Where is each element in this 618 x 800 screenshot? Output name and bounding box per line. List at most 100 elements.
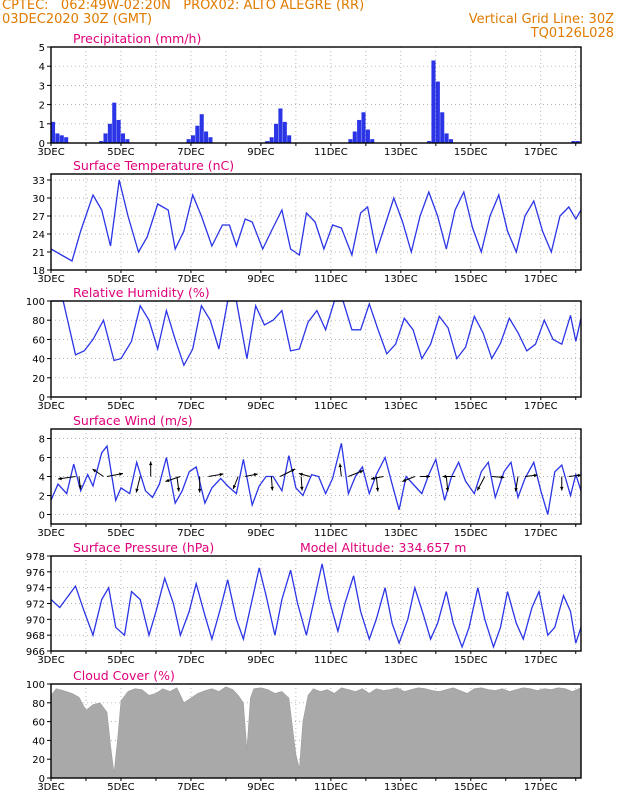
wind-arrow-head <box>135 488 139 493</box>
y-tick-label: 33 <box>32 176 45 187</box>
precip-bar <box>571 141 576 143</box>
wind-arrow-head <box>119 472 123 476</box>
precip-bar <box>348 139 353 143</box>
y-tick-label: 0 <box>39 774 45 785</box>
y-tick-label: 100 <box>26 297 45 308</box>
wind-arrow-head <box>445 487 450 492</box>
x-tick-label: 17DEC <box>524 147 558 158</box>
x-tick-label: 13DEC <box>384 147 418 158</box>
wind-arrow-head <box>270 486 274 491</box>
x-tick-label: 11DEC <box>314 274 348 285</box>
y-tick-label: 40 <box>32 736 45 747</box>
precip-bar <box>125 139 130 143</box>
wind-arrow-head <box>442 474 447 479</box>
wind-arrow-head <box>219 472 224 477</box>
wind-arrow-head <box>176 487 181 492</box>
x-tick-label: 15DEC <box>454 528 488 539</box>
y-tick-label: 972 <box>26 600 45 611</box>
precip-bar <box>103 133 108 143</box>
wind-arrow-head <box>232 485 237 489</box>
grid-line-note: Vertical Grid Line: 30Z <box>468 12 614 27</box>
wind-arrow-head <box>197 488 202 493</box>
wind-arrow-head <box>533 473 538 478</box>
wind-arrow-head <box>375 487 380 492</box>
wind-arrow-head <box>338 463 342 468</box>
wind-series-line <box>50 443 582 515</box>
y-tick-label: 0 <box>39 139 45 150</box>
y-tick-label: 20 <box>32 755 45 766</box>
wind-arrow-head <box>165 478 170 482</box>
y-tick-label: 18 <box>32 266 45 277</box>
cloud-cover-area <box>50 686 582 779</box>
y-tick-label: 27 <box>32 212 45 223</box>
x-tick-label: 15DEC <box>454 655 488 666</box>
x-tick-label: 9DEC <box>247 401 274 412</box>
x-tick-label: 17DEC <box>524 655 558 666</box>
precip-bar <box>265 141 270 143</box>
precip-bar <box>112 102 117 143</box>
wind-arrow-head <box>300 486 304 491</box>
x-tick-label: 9DEC <box>247 782 274 793</box>
x-tick-label: 17DEC <box>524 401 558 412</box>
x-tick-label: 3DEC <box>37 147 64 158</box>
temperature-series-line <box>50 179 582 262</box>
run-date: 03DEC2020 30Z (GMT) <box>2 12 153 27</box>
station-header: CPTEC: 062:49W-02:20N PROX02: ALTO ALEGR… <box>2 0 365 13</box>
y-tick-label: 3 <box>39 81 45 92</box>
x-tick-label: 7DEC <box>177 782 204 793</box>
x-tick-label: 3DEC <box>37 401 64 412</box>
x-tick-label: 11DEC <box>314 655 348 666</box>
precip-bar <box>287 135 292 143</box>
y-tick-label: 100 <box>26 680 45 691</box>
x-tick-label: 5DEC <box>107 528 134 539</box>
x-tick-label: 17DEC <box>524 782 558 793</box>
y-tick-label: 0 <box>39 511 45 522</box>
precip-bar <box>575 141 580 143</box>
x-tick-label: 7DEC <box>177 147 204 158</box>
x-tick-label: 13DEC <box>384 528 418 539</box>
y-tick-label: 970 <box>26 615 45 626</box>
precip-bar <box>51 121 56 143</box>
wind-arrow-head <box>58 476 62 481</box>
precip-bar <box>204 131 209 143</box>
y-tick-label: 20 <box>32 374 45 385</box>
panel-pressure <box>47 555 582 654</box>
y-tick-label: 40 <box>32 355 45 366</box>
x-tick-label: 13DEC <box>384 782 418 793</box>
wind-arrow-head <box>560 486 564 491</box>
precip-bar <box>274 123 279 143</box>
x-tick-label: 5DEC <box>107 655 134 666</box>
x-tick-label: 7DEC <box>177 528 204 539</box>
plot-frame <box>50 683 582 779</box>
x-tick-label: 11DEC <box>314 528 348 539</box>
precip-bar <box>448 139 454 143</box>
precip-bar <box>365 129 370 143</box>
y-tick-label: 4 <box>39 62 45 73</box>
precip-bar <box>116 119 121 143</box>
y-tick-label: 976 <box>26 568 45 579</box>
wind-arrow-head <box>402 478 407 482</box>
precip-bar <box>361 112 366 143</box>
panel-temperature <box>47 173 582 273</box>
precip-bar <box>99 141 104 143</box>
model-id: TQ0126L028 <box>530 26 614 41</box>
precip-bar <box>186 139 191 143</box>
y-tick-label: 8 <box>39 435 45 446</box>
precip-bar <box>444 133 449 143</box>
wind-arrow-head <box>298 472 303 477</box>
plot-frame <box>50 46 582 144</box>
wind-arrow-head <box>253 473 258 477</box>
y-tick-label: 80 <box>32 699 45 710</box>
model-altitude-label: Model Altitude: 334.657 m <box>300 540 466 555</box>
precip-bar <box>59 135 64 143</box>
panel-title-humidity: Relative Humidity (%) <box>73 285 210 300</box>
y-tick-label: 0 <box>39 393 45 404</box>
wind-arrow-head <box>577 473 582 478</box>
panel-title-cloud: Cloud Cover (%) <box>73 668 175 683</box>
panel-wind <box>47 428 582 527</box>
precip-bar <box>440 112 445 143</box>
y-tick-label: 1 <box>39 120 45 131</box>
x-tick-label: 5DEC <box>107 782 134 793</box>
panel-cloud <box>47 683 582 781</box>
